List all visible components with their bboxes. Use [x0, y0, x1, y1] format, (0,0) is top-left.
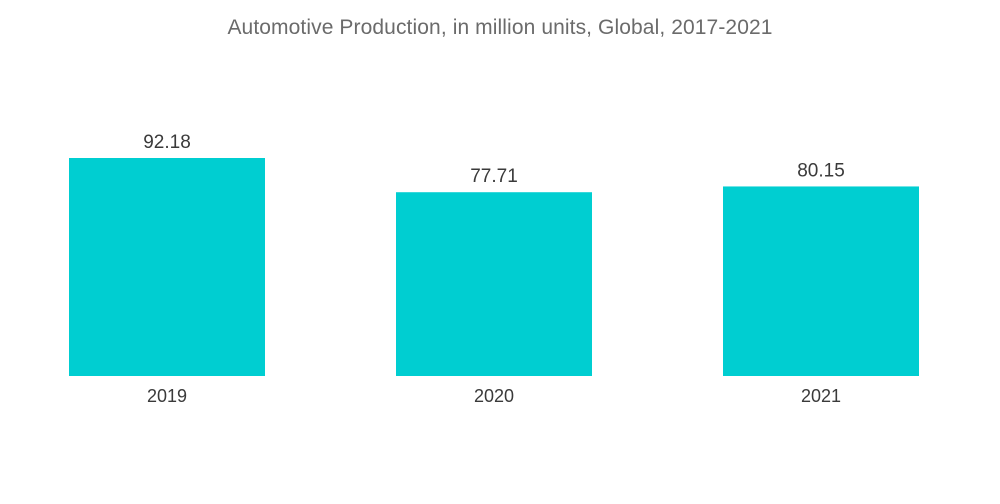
bar-value-label-2020: 77.71 [470, 166, 518, 187]
bar-2021 [723, 186, 919, 376]
x-tick-label-2019: 2019 [147, 386, 187, 406]
chart-title: Automotive Production, in million units,… [227, 16, 773, 39]
bar-value-label-2021: 80.15 [797, 160, 845, 181]
x-tick-label-2021: 2021 [801, 386, 841, 406]
bar-value-label-2019: 92.18 [143, 132, 191, 153]
bar-2019 [69, 158, 265, 376]
bar-2020 [396, 192, 592, 376]
x-tick-label-2020: 2020 [474, 386, 514, 406]
